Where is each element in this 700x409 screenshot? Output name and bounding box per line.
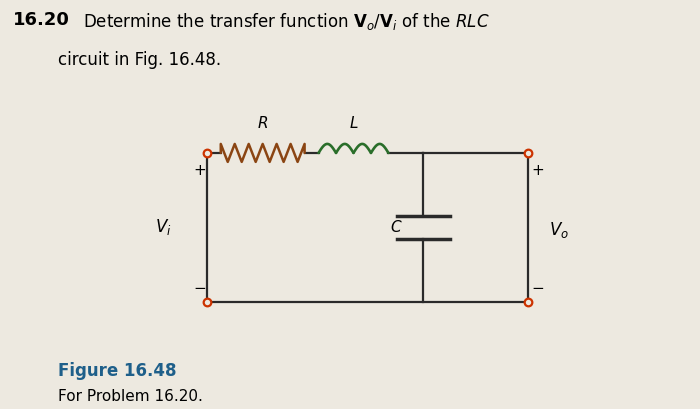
Text: $V_i$: $V_i$ xyxy=(155,217,172,237)
Text: −: − xyxy=(531,281,545,296)
Text: For Problem 16.20.: For Problem 16.20. xyxy=(58,388,203,403)
Text: $V_o$: $V_o$ xyxy=(549,219,569,239)
Text: circuit in Fig. 16.48.: circuit in Fig. 16.48. xyxy=(58,50,221,68)
Text: −: − xyxy=(193,281,206,296)
Text: $R$: $R$ xyxy=(257,115,268,131)
Text: 16.20: 16.20 xyxy=(13,11,70,29)
Text: Figure 16.48: Figure 16.48 xyxy=(58,362,176,380)
Text: Determine the transfer function $\mathbf{V}_o/\mathbf{V}_i$ of the $\it{RLC}$: Determine the transfer function $\mathbf… xyxy=(83,11,490,32)
Text: $C$: $C$ xyxy=(390,219,402,235)
Text: +: + xyxy=(193,162,206,178)
Text: +: + xyxy=(531,162,545,178)
Text: $L$: $L$ xyxy=(349,115,358,131)
